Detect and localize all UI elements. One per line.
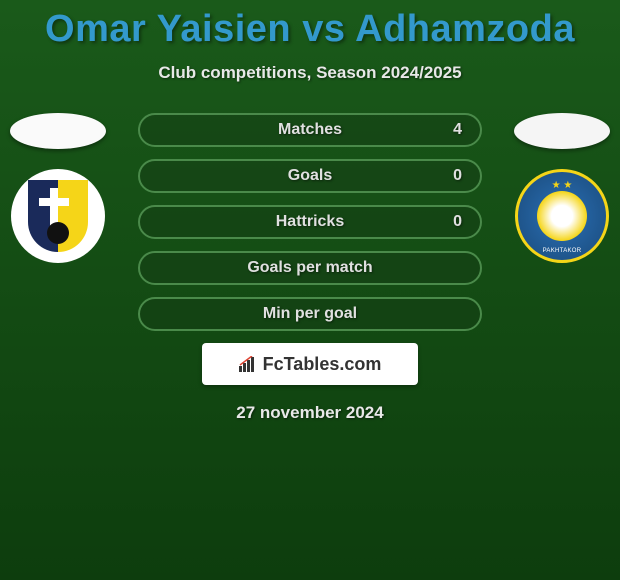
stat-row-min-per-goal: Min per goal (138, 297, 482, 331)
logo-text: FcTables.com (239, 354, 382, 375)
subtitle: Club competitions, Season 2024/2025 (0, 63, 620, 83)
club-badge-left (11, 169, 105, 263)
stat-value-right: 4 (453, 121, 462, 139)
stat-label: Min per goal (263, 305, 357, 323)
stat-row-matches: Matches 4 (138, 113, 482, 147)
emblem-icon (537, 191, 587, 241)
player-avatar-right (514, 113, 610, 149)
content-area: Matches 4 Goals 0 Hattricks 0 Goals per … (0, 113, 620, 423)
stat-row-goals-per-match: Goals per match (138, 251, 482, 285)
stat-label: Matches (278, 121, 342, 139)
club-badge-right: ★ ★ PAKHTAKOR (515, 169, 609, 263)
stat-label: Hattricks (276, 213, 344, 231)
stars-icon: ★ ★ (552, 180, 573, 191)
left-player-column (8, 113, 108, 263)
stat-value-right: 0 (453, 213, 462, 231)
stat-label: Goals (288, 167, 332, 185)
shield-icon (28, 180, 88, 252)
stat-row-hattricks: Hattricks 0 (138, 205, 482, 239)
badge-text: PAKHTAKOR (518, 248, 606, 254)
player-avatar-left (10, 113, 106, 149)
date-text: 27 november 2024 (138, 403, 482, 423)
chart-icon (239, 356, 259, 372)
page-title: Omar Yaisien vs Adhamzoda (0, 0, 620, 51)
logo-box[interactable]: FcTables.com (202, 343, 418, 385)
right-player-column: ★ ★ PAKHTAKOR (512, 113, 612, 263)
stat-row-goals: Goals 0 (138, 159, 482, 193)
stat-column: Matches 4 Goals 0 Hattricks 0 Goals per … (108, 113, 512, 423)
stat-label: Goals per match (247, 259, 372, 277)
ball-icon (47, 222, 69, 244)
stat-value-right: 0 (453, 167, 462, 185)
logo-label: FcTables.com (263, 354, 382, 375)
